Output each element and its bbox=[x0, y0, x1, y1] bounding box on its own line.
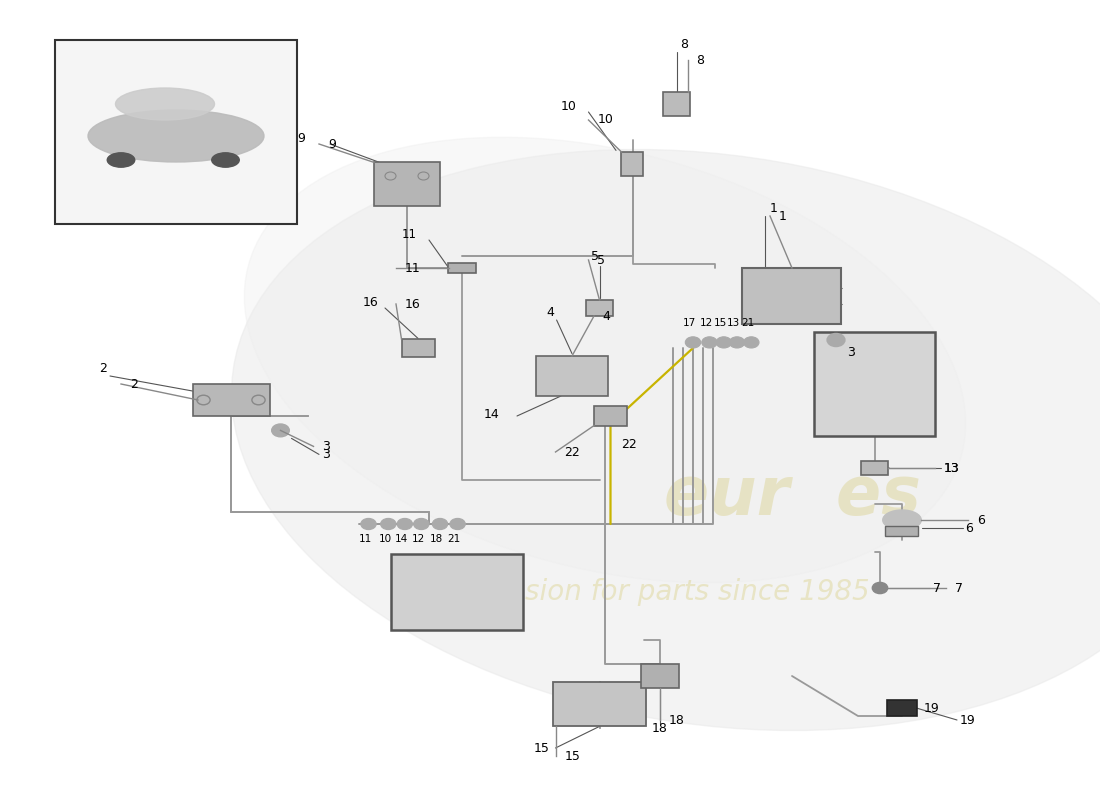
Text: 8: 8 bbox=[680, 38, 688, 51]
Circle shape bbox=[729, 337, 745, 348]
Ellipse shape bbox=[882, 510, 922, 530]
Text: 18: 18 bbox=[669, 714, 684, 726]
Text: 6: 6 bbox=[965, 522, 972, 535]
Circle shape bbox=[272, 424, 289, 437]
Text: 14: 14 bbox=[395, 534, 408, 544]
Bar bbox=[887, 700, 917, 716]
Text: 12: 12 bbox=[700, 318, 713, 328]
Text: 1: 1 bbox=[770, 202, 778, 215]
Text: 13: 13 bbox=[944, 462, 959, 475]
Circle shape bbox=[381, 518, 396, 530]
Bar bbox=[449, 263, 475, 273]
Circle shape bbox=[716, 337, 732, 348]
Text: 3: 3 bbox=[322, 440, 330, 453]
Text: 19: 19 bbox=[924, 702, 939, 714]
Text: 19: 19 bbox=[959, 714, 975, 727]
Bar bbox=[537, 356, 607, 396]
Text: 15: 15 bbox=[564, 750, 580, 762]
Text: 10: 10 bbox=[597, 114, 613, 126]
Text: 18: 18 bbox=[651, 722, 667, 735]
Ellipse shape bbox=[116, 88, 214, 120]
Text: 15: 15 bbox=[714, 318, 727, 328]
Ellipse shape bbox=[88, 110, 264, 162]
Circle shape bbox=[685, 337, 701, 348]
Circle shape bbox=[744, 337, 759, 348]
Text: 22: 22 bbox=[621, 438, 637, 451]
Text: 2: 2 bbox=[99, 362, 107, 375]
Text: a passion for parts since 1985: a passion for parts since 1985 bbox=[450, 578, 870, 606]
Bar bbox=[390, 554, 522, 630]
Text: 21: 21 bbox=[448, 534, 461, 544]
Text: 6: 6 bbox=[977, 514, 985, 526]
Text: 4: 4 bbox=[603, 310, 611, 322]
Circle shape bbox=[414, 518, 429, 530]
Text: 13: 13 bbox=[944, 462, 959, 474]
Circle shape bbox=[450, 518, 465, 530]
Circle shape bbox=[827, 334, 845, 346]
Circle shape bbox=[432, 518, 448, 530]
Bar bbox=[192, 384, 270, 416]
Bar bbox=[861, 461, 889, 475]
Text: 10: 10 bbox=[561, 100, 576, 114]
Circle shape bbox=[872, 582, 888, 594]
Text: 2: 2 bbox=[130, 378, 138, 390]
Text: 5: 5 bbox=[597, 254, 605, 266]
Circle shape bbox=[361, 518, 376, 530]
Bar bbox=[662, 92, 691, 116]
Text: 21: 21 bbox=[741, 318, 755, 328]
Circle shape bbox=[702, 337, 717, 348]
Text: 22: 22 bbox=[564, 446, 580, 458]
Text: 18: 18 bbox=[430, 534, 443, 544]
Bar bbox=[553, 682, 647, 726]
Text: 3: 3 bbox=[322, 448, 330, 462]
Text: 7: 7 bbox=[933, 582, 940, 595]
Text: 5: 5 bbox=[591, 250, 598, 263]
Text: 11: 11 bbox=[405, 262, 420, 274]
Text: 15: 15 bbox=[534, 742, 549, 755]
Bar bbox=[594, 406, 627, 426]
Text: 9: 9 bbox=[297, 131, 305, 145]
Bar bbox=[814, 332, 935, 436]
Text: eur  es: eur es bbox=[663, 463, 921, 529]
Text: 4: 4 bbox=[547, 306, 554, 319]
Text: 16: 16 bbox=[363, 296, 378, 310]
Bar bbox=[374, 162, 440, 206]
Text: 11: 11 bbox=[402, 227, 417, 241]
Ellipse shape bbox=[108, 153, 134, 167]
Bar bbox=[55, 40, 297, 224]
Circle shape bbox=[397, 518, 412, 530]
Text: 16: 16 bbox=[405, 298, 420, 310]
Bar bbox=[586, 300, 614, 316]
Ellipse shape bbox=[244, 138, 966, 582]
Bar bbox=[640, 664, 680, 688]
Bar bbox=[402, 339, 434, 357]
Text: 10: 10 bbox=[378, 534, 392, 544]
Text: 7: 7 bbox=[955, 582, 962, 594]
Bar bbox=[742, 268, 842, 324]
Text: 3: 3 bbox=[847, 346, 855, 359]
Ellipse shape bbox=[212, 153, 240, 167]
Bar bbox=[886, 526, 918, 536]
Text: 1: 1 bbox=[779, 210, 786, 222]
Ellipse shape bbox=[232, 150, 1100, 730]
Bar bbox=[621, 152, 643, 176]
Text: 14: 14 bbox=[484, 408, 499, 421]
Text: 8: 8 bbox=[696, 54, 704, 66]
Text: 11: 11 bbox=[359, 534, 372, 544]
Text: 12: 12 bbox=[411, 534, 425, 544]
Text: 13: 13 bbox=[727, 318, 740, 328]
Text: 17: 17 bbox=[683, 318, 696, 328]
Text: 9: 9 bbox=[328, 138, 336, 150]
